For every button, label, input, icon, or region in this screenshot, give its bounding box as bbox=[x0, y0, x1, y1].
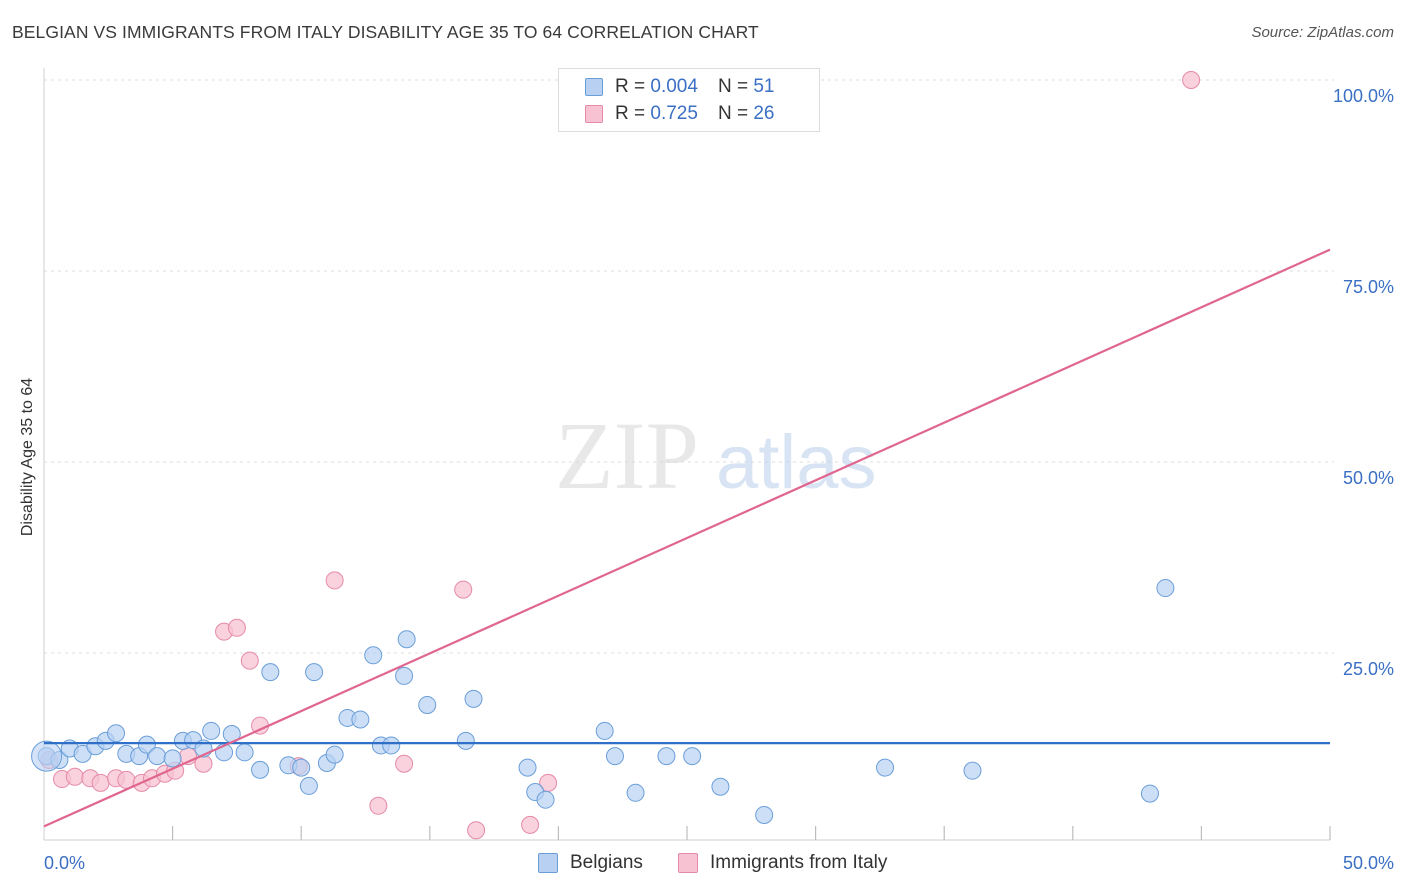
belgian-point-24 bbox=[305, 663, 324, 682]
italy-point-25 bbox=[1182, 71, 1201, 89]
y-tick-label-100: 100.0% bbox=[1332, 86, 1394, 106]
belgian-point-26 bbox=[325, 745, 344, 764]
legend-row-italy: R = 0.725 N = 26 bbox=[585, 101, 774, 127]
belgian-point-6 bbox=[107, 724, 126, 743]
watermark: ZIP atlas bbox=[555, 402, 877, 509]
italy-point-20 bbox=[395, 754, 414, 773]
legend-r-label: R = bbox=[615, 76, 646, 97]
belgian-point-19 bbox=[251, 760, 270, 779]
belgian-point-36 bbox=[464, 689, 483, 708]
belgian-point-23 bbox=[299, 776, 318, 795]
legend-item-belgians: Belgians bbox=[538, 852, 643, 874]
belgian-point-28 bbox=[351, 710, 370, 729]
belgian-point-44 bbox=[683, 747, 702, 766]
legend-r-label: R = bbox=[615, 103, 646, 124]
belgian-point-49 bbox=[1140, 784, 1159, 803]
italy-point-19 bbox=[369, 796, 388, 815]
legend-n-italy: 26 bbox=[753, 103, 775, 124]
belgian-point-9 bbox=[137, 735, 156, 754]
belgian-point-33 bbox=[397, 630, 416, 649]
italy-point-21 bbox=[454, 580, 473, 599]
belgian-point-29 bbox=[364, 646, 383, 665]
x-tick-label-max: 50.0% bbox=[1342, 853, 1394, 873]
legend-swatch-belgians bbox=[538, 853, 558, 873]
series-legend: Belgians Immigrants from Italy bbox=[0, 852, 1406, 878]
belgian-point-10 bbox=[148, 747, 167, 766]
belgian-point-41 bbox=[605, 747, 624, 766]
italy-point-22 bbox=[467, 821, 486, 840]
belgian-point-32 bbox=[395, 666, 414, 685]
legend-item-italy: Immigrants from Italy bbox=[678, 852, 887, 874]
italy-point-2 bbox=[65, 767, 84, 786]
legend-swatch-belgians bbox=[585, 78, 603, 96]
trend-lines bbox=[43, 248, 1331, 828]
legend-n-label: N = bbox=[717, 76, 749, 97]
x-tick-marks bbox=[172, 826, 1331, 840]
belgian-point-37 bbox=[518, 758, 537, 777]
legend-row-belgians: R = 0.004 N = 51 bbox=[585, 74, 774, 100]
legend-label-italy: Immigrants from Italy bbox=[710, 852, 888, 873]
belgian-point-18 bbox=[235, 743, 254, 762]
grid-lines bbox=[44, 79, 1334, 654]
italy-point-4 bbox=[91, 773, 110, 792]
y-tick-label-75: 75.0% bbox=[1342, 277, 1394, 297]
legend-n-label: N = bbox=[717, 103, 749, 124]
belgian-point-42 bbox=[626, 783, 645, 802]
trend-line-italy bbox=[43, 248, 1331, 828]
belgian-cluster-point bbox=[31, 740, 63, 772]
series-belgians-points bbox=[31, 579, 1175, 824]
y-tick-label-50: 50.0% bbox=[1342, 468, 1394, 488]
belgian-point-50 bbox=[1156, 579, 1175, 598]
legend-r-italy: 0.725 bbox=[650, 103, 698, 124]
belgian-point-48 bbox=[963, 761, 982, 780]
belgian-point-31 bbox=[382, 736, 401, 755]
belgian-point-39 bbox=[536, 790, 555, 809]
belgian-point-34 bbox=[418, 695, 437, 714]
belgian-point-11 bbox=[163, 749, 182, 768]
italy-point-14 bbox=[227, 618, 246, 637]
chart-source: Source: ZipAtlas.com bbox=[1251, 24, 1394, 41]
belgian-point-22 bbox=[292, 758, 311, 777]
legend-n-belgians: 51 bbox=[753, 76, 775, 97]
correlation-legend: R = 0.004 N = 51 R = 0.725 N = 26 bbox=[558, 68, 820, 132]
x-tick-label-min: 0.0% bbox=[44, 853, 86, 873]
italy-point-15 bbox=[240, 651, 259, 670]
belgian-point-46 bbox=[755, 805, 774, 824]
belgian-point-15 bbox=[202, 721, 221, 740]
belgian-point-40 bbox=[595, 721, 614, 740]
belgian-point-45 bbox=[711, 777, 730, 796]
belgian-point-47 bbox=[876, 758, 895, 777]
italy-point-18 bbox=[325, 571, 344, 590]
italy-point-23 bbox=[521, 815, 540, 834]
belgian-point-43 bbox=[657, 747, 676, 766]
legend-swatch-italy bbox=[678, 853, 698, 873]
legend-swatch-italy bbox=[585, 105, 603, 123]
belgian-point-20 bbox=[261, 663, 280, 682]
legend-r-belgians: 0.004 bbox=[650, 76, 698, 97]
watermark-zip: ZIP bbox=[555, 402, 699, 509]
chart-title: BELGIAN VS IMMIGRANTS FROM ITALY DISABIL… bbox=[12, 22, 759, 42]
legend-label-belgians: Belgians bbox=[570, 852, 643, 873]
belgian-point-35 bbox=[456, 731, 475, 750]
watermark-atlas: atlas bbox=[716, 420, 877, 505]
y-tick-label-25: 25.0% bbox=[1342, 659, 1394, 679]
